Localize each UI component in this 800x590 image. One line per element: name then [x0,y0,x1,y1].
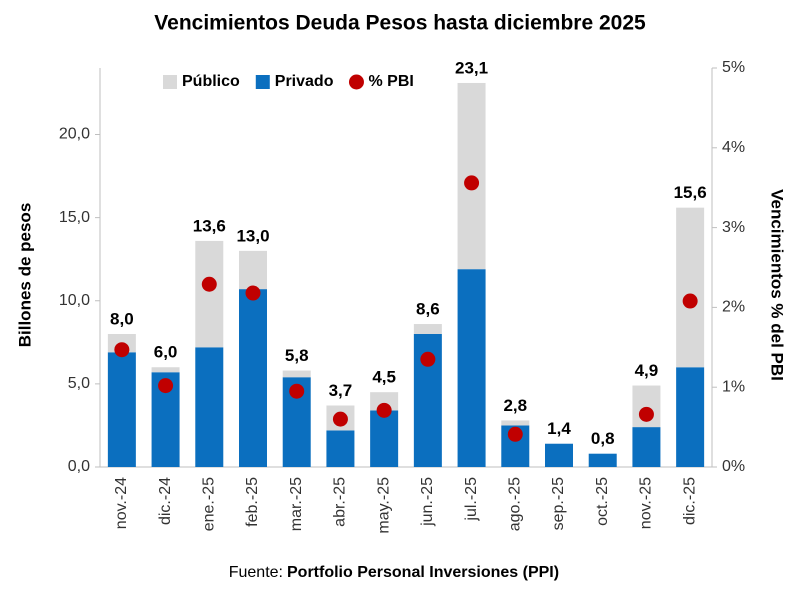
bar-segment [239,250,267,290]
pbi-dot [114,342,130,358]
source-name: Portfolio Personal Inversiones (PPI) [287,564,559,581]
value-label: 15,6 [674,183,707,202]
x-tick-label: nov.-24 [113,477,130,529]
y-tick-label: 10,0 [59,292,90,309]
x-tick-label: ene.-25 [201,477,218,531]
pbi-dot [507,426,523,442]
y2-tick-label: 2% [722,299,745,316]
pbi-dot [245,285,261,301]
y2-tick-label: 0% [722,458,745,475]
y-tick-label: 15,0 [59,209,90,226]
bar-segment [326,430,355,467]
y-tick-label: 0,0 [68,458,90,475]
bar-segment [151,367,180,373]
value-label: 13,0 [236,226,269,245]
bar-segment [632,427,661,467]
legend-label: % PBI [368,73,413,90]
value-label: 4,5 [372,368,396,387]
y2-tick-label: 1% [722,378,745,395]
bar-segment [107,352,136,467]
bar-segment [239,289,267,467]
x-tick-label: ago.-25 [507,477,524,531]
value-label: 2,8 [503,396,527,415]
x-tick-label: dic.-25 [681,477,698,525]
x-tick-label: abr.-25 [332,477,349,527]
pbi-dot [638,406,654,422]
y2-tick-label: 5% [722,59,745,76]
x-tick-label: sep.-25 [550,477,567,530]
bar-segment [282,370,311,378]
pbi-dot [332,411,348,427]
x-tick-label: jun.-25 [419,477,436,527]
legend-swatch [163,75,177,89]
x-tick-label: dic.-24 [157,477,174,525]
pbi-dot [201,276,217,292]
value-label: 0,8 [591,429,615,448]
legend-swatch [348,74,364,90]
legend-swatch [255,75,270,89]
x-tick-label: mar.-25 [288,477,305,531]
value-label: 4,9 [635,361,659,380]
source-prefix: Fuente: [229,564,283,581]
y-tick-label: 20,0 [59,126,90,143]
bar-segment [457,269,486,467]
y2-tick-label: 3% [722,219,745,236]
legend-label: Público [182,73,240,90]
y2-axis-label: Vencimientos % del PBI [768,189,787,381]
y-axis-label: Billones de pesos [15,203,34,348]
y-tick-label: 5,0 [68,375,90,392]
bar-segment [676,207,705,368]
value-label: 23,1 [455,58,488,77]
bar-segment [501,420,530,426]
y2-tick-label: 4% [722,139,745,156]
value-label: 8,0 [110,309,134,328]
value-label: 5,8 [285,346,309,365]
value-label: 1,4 [547,419,571,438]
pbi-dot [682,293,698,309]
pbi-dot [420,351,436,367]
pbi-dot [376,402,392,418]
bar-segment [676,367,705,467]
x-tick-label: oct.-25 [594,477,611,526]
bar-segment [370,410,399,467]
pbi-dot [289,383,305,399]
pbi-dot [158,378,174,394]
pbi-dot [464,175,480,191]
x-tick-label: may.-25 [375,477,392,534]
x-tick-label: nov.-25 [638,477,655,529]
bar-segment [370,392,399,411]
value-label: 6,0 [154,343,178,362]
value-label: 8,6 [416,300,440,319]
value-label: 3,7 [329,381,353,400]
bar-segment [588,453,617,467]
bar-segment [195,240,224,348]
bar-segment [545,443,573,467]
x-tick-label: feb.-25 [244,477,261,527]
bar-segment [413,324,442,334]
legend-label: Privado [275,73,334,90]
value-label: 13,6 [193,216,226,235]
x-tick-label: jul.-25 [463,477,480,522]
bar-segment [195,347,224,467]
chart-title: Vencimientos Deuda Pesos hasta diciembre… [154,12,646,35]
